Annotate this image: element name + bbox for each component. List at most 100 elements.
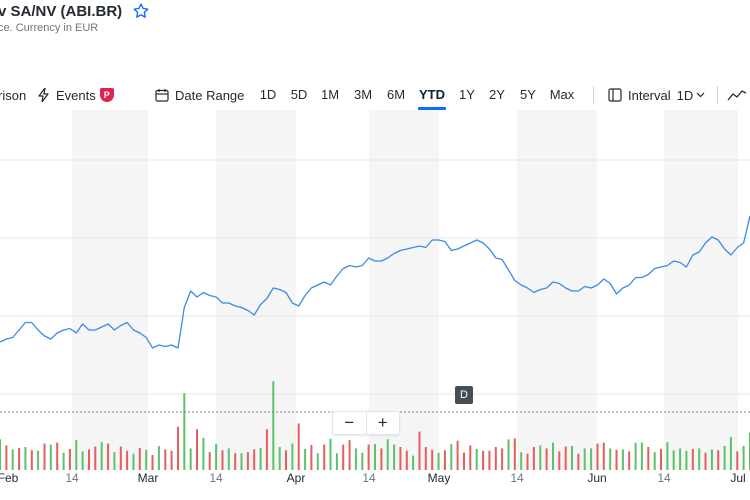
interval-button[interactable]: Interval 1D	[608, 84, 705, 106]
volume-bar	[450, 444, 453, 470]
volume-bar	[272, 381, 275, 470]
volume-bar	[18, 447, 21, 470]
volume-bar	[177, 426, 179, 470]
comparison-label: rison	[0, 87, 27, 103]
volume-bar	[215, 444, 218, 470]
events-button[interactable]: Events P	[38, 84, 114, 106]
volume-bar	[278, 447, 281, 470]
x-label-14: 14	[362, 471, 376, 485]
zoom-out-button[interactable]: −	[344, 413, 355, 432]
volume-bar	[227, 448, 230, 470]
range-5y[interactable]: 5Y	[520, 87, 536, 102]
volume-bar	[539, 445, 542, 470]
volume-bar	[628, 451, 631, 470]
chart-toolbar: rison Events P Date Range 1D 5D 1M 3M 6M…	[0, 84, 750, 110]
comparison-button[interactable]: rison	[0, 84, 26, 106]
range-1m[interactable]: 1M	[320, 87, 340, 102]
volume-bar	[494, 447, 497, 470]
volume-bar	[602, 442, 605, 470]
volume-bar	[196, 429, 198, 470]
volume-bar	[304, 448, 307, 470]
x-label-feb: Feb	[0, 471, 19, 485]
volume-bar	[729, 436, 732, 470]
interval-icon	[608, 88, 622, 102]
range-1d[interactable]: 1D	[259, 87, 277, 102]
range-max[interactable]: Max	[549, 87, 575, 102]
volume-bar	[246, 452, 249, 470]
volume-bar	[717, 450, 720, 470]
volume-bar	[119, 446, 122, 470]
volume-bar	[240, 453, 243, 470]
volume-bar	[571, 446, 573, 470]
volume-bar	[545, 448, 548, 470]
volume-bar	[590, 448, 593, 470]
volume-bar	[609, 448, 612, 470]
volume-bar	[456, 440, 459, 470]
week-band	[216, 110, 296, 470]
toolbar-divider	[593, 86, 594, 104]
header-title-row: v SA/NV (ABI.BR)	[0, 2, 150, 20]
x-label-mar: Mar	[137, 471, 159, 485]
volume-bar	[68, 448, 71, 470]
page-title: v SA/NV (ABI.BR)	[0, 2, 123, 20]
range-3m[interactable]: 3M	[353, 87, 373, 102]
dividend-marker[interactable]: D	[455, 386, 473, 404]
volume-bar	[202, 437, 205, 470]
stock-chart[interactable]	[0, 110, 750, 470]
volume-bar	[56, 442, 59, 470]
volume-bar	[558, 451, 561, 470]
volume-bar	[5, 445, 8, 470]
x-label-jun: Jun	[587, 471, 607, 485]
interval-value: 1D	[676, 87, 694, 103]
premium-badge-icon: P	[99, 88, 114, 102]
volume-bar	[672, 450, 675, 470]
volume-bar	[660, 448, 662, 470]
volume-bar	[418, 431, 421, 470]
range-ytd[interactable]: YTD	[418, 84, 446, 110]
volume-bar	[49, 444, 52, 470]
volume-bar	[691, 448, 694, 470]
volume-bar	[43, 443, 46, 470]
date-range-button[interactable]: Date Range	[155, 84, 244, 106]
price-line	[0, 215, 750, 349]
volume-bar	[316, 453, 319, 470]
volume-bar	[386, 439, 389, 470]
volume-bar	[653, 452, 656, 470]
volume-bar	[463, 452, 465, 470]
volume-bar	[583, 448, 586, 470]
volume-bar	[367, 444, 370, 470]
range-5d[interactable]: 5D	[290, 87, 308, 102]
volume-bar	[151, 455, 154, 470]
volume-bar	[405, 450, 408, 470]
volume-bar	[221, 450, 224, 470]
volume-bar	[126, 450, 129, 470]
volume-bar	[424, 447, 427, 470]
star-icon[interactable]	[132, 2, 150, 20]
line-chart-icon[interactable]	[727, 84, 747, 106]
volume-bar	[37, 450, 40, 470]
volume-bar	[30, 450, 33, 470]
volume-bar	[685, 450, 688, 470]
volume-bar	[234, 453, 237, 470]
zoom-in-button[interactable]: +	[365, 412, 400, 434]
volume-bar	[361, 452, 364, 470]
volume-bar	[354, 448, 357, 470]
volume-bar	[552, 442, 554, 470]
x-label-14: 14	[209, 471, 223, 485]
volume-bar	[399, 447, 402, 470]
volume-bar	[24, 447, 27, 470]
volume-bar	[348, 440, 351, 470]
range-1y[interactable]: 1Y	[459, 87, 475, 102]
volume-bar	[564, 446, 567, 470]
events-label: Events	[56, 87, 96, 103]
volume-bar	[94, 446, 97, 470]
volume-bar	[11, 449, 14, 470]
x-label-may: May	[427, 471, 451, 485]
volume-bar	[145, 449, 148, 470]
date-range-label: Date Range	[175, 87, 245, 103]
currency-subtitle: ce. Currency in EUR	[0, 22, 99, 34]
range-6m[interactable]: 6M	[386, 87, 406, 102]
volume-bar	[259, 447, 262, 470]
volume-bar	[329, 438, 332, 470]
range-2y[interactable]: 2Y	[489, 87, 505, 102]
